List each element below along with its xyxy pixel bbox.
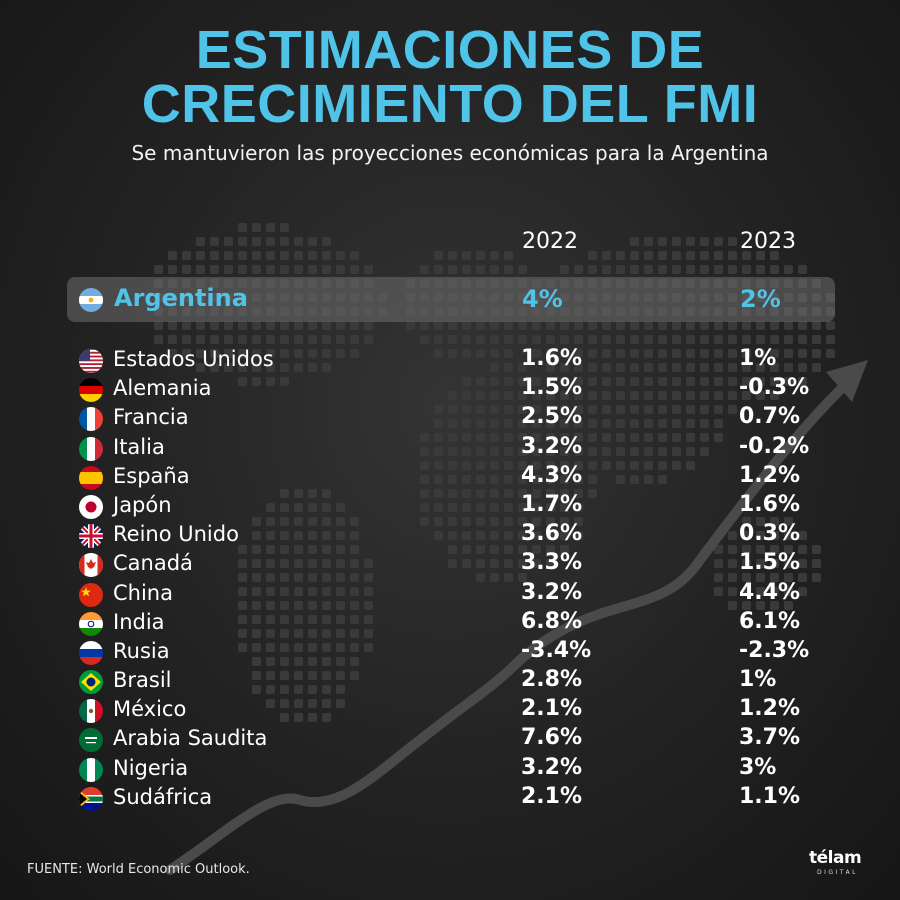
value-2022: 1.7% xyxy=(521,491,583,517)
column-header-2023: 2023 xyxy=(740,229,796,254)
country-name: Canadá xyxy=(113,551,193,576)
value-2023: 4.4% xyxy=(739,579,801,605)
table-row: Reino Unido 3.6% 0.3% xyxy=(0,520,900,549)
value-2022: 3.3% xyxy=(521,550,583,576)
table-row: Francia 2.5% 0.7% xyxy=(0,403,900,432)
table-row: Nigeria 3.2% 3% xyxy=(0,754,900,783)
country-name: México xyxy=(113,697,187,722)
value-2023: 1.1% xyxy=(739,783,801,809)
table-row: Arabia Saudita 7.6% 3.7% xyxy=(0,724,900,753)
table-row: México 2.1% 1.2% xyxy=(0,695,900,724)
value-2022: 3.2% xyxy=(521,754,583,780)
table-row: Japón 1.7% 1.6% xyxy=(0,491,900,520)
table-row: Alemania 1.5% -0.3% xyxy=(0,374,900,403)
value-2022: 4.3% xyxy=(521,462,583,488)
value-2022: 7.6% xyxy=(521,725,583,751)
country-name: Sudáfrica xyxy=(113,784,213,809)
saudi-arabia-flag-icon xyxy=(79,728,103,753)
argentina-label: Argentina xyxy=(114,284,248,312)
country-name: China xyxy=(113,580,173,605)
value-2022: 1.5% xyxy=(521,375,583,401)
country-name: España xyxy=(113,463,190,488)
table-row: Sudáfrica 2.1% 1.1% xyxy=(0,783,900,812)
value-2023: 1.2% xyxy=(739,696,801,722)
india-flag-icon xyxy=(79,611,103,636)
country-name: Francia xyxy=(113,405,189,430)
country-name: Japón xyxy=(113,492,172,517)
italy-flag-icon xyxy=(79,436,103,461)
argentina-flag-icon xyxy=(79,288,103,312)
value-2023: -0.2% xyxy=(739,433,810,459)
telam-logo-sub: DIGITAL xyxy=(817,869,858,876)
nigeria-flag-icon xyxy=(79,757,103,782)
value-2022: 2.8% xyxy=(521,667,583,693)
country-name: Arabia Saudita xyxy=(113,726,268,751)
france-flag-icon xyxy=(79,407,103,432)
value-2023: 1.2% xyxy=(739,462,801,488)
country-name: Rusia xyxy=(113,638,170,663)
value-2023: 3.7% xyxy=(739,725,801,751)
value-2022: -3.4% xyxy=(521,637,592,663)
value-2022: 3.6% xyxy=(521,521,583,547)
mexico-flag-icon xyxy=(79,699,103,724)
argentina-highlight-row xyxy=(67,277,835,322)
argentina-value-2022: 4% xyxy=(522,285,563,313)
usa-flag-icon xyxy=(79,349,103,373)
country-name: Brasil xyxy=(113,668,172,693)
value-2022: 3.2% xyxy=(521,579,583,605)
value-2022: 3.2% xyxy=(521,433,583,459)
table-row: Italia 3.2% -0.2% xyxy=(0,433,900,462)
country-name: India xyxy=(113,609,165,634)
source-note: FUENTE: World Economic Outlook. xyxy=(27,862,250,877)
south-africa-flag-icon xyxy=(79,786,103,811)
spain-flag-icon xyxy=(79,465,103,490)
table-row: Brasil 2.8% 1% xyxy=(0,666,900,695)
table-row: Rusia -3.4% -2.3% xyxy=(0,637,900,666)
value-2022: 6.8% xyxy=(521,608,583,634)
country-name: Italia xyxy=(113,434,165,459)
table-row: Estados Unidos 1.6% 1% xyxy=(0,345,900,374)
telam-logo: télam xyxy=(809,848,862,868)
value-2023: 1.6% xyxy=(739,491,801,517)
value-2023: 0.3% xyxy=(739,521,801,547)
value-2023: -0.3% xyxy=(739,375,810,401)
value-2023: 1% xyxy=(739,346,777,371)
country-name: Estados Unidos xyxy=(113,347,274,371)
china-flag-icon xyxy=(79,582,103,607)
value-2023: 1% xyxy=(739,667,777,693)
value-2023: 6.1% xyxy=(739,608,801,634)
uk-flag-icon xyxy=(79,524,103,549)
title-line-1: ESTIMACIONES DE xyxy=(195,20,705,80)
canada-flag-icon xyxy=(79,553,103,578)
table-row: Canadá 3.3% 1.5% xyxy=(0,549,900,578)
table-row: España 4.3% 1.2% xyxy=(0,462,900,491)
russia-flag-icon xyxy=(79,640,103,665)
country-table: Estados Unidos 1.6% 1% Alemania 1.5% -0.3% Fra… xyxy=(0,345,900,812)
value-2022: 2.5% xyxy=(521,404,583,430)
value-2023: 3% xyxy=(739,754,777,780)
title-line-2: CRECIMIENTO DEL FMI xyxy=(141,74,759,134)
value-2023: 1.5% xyxy=(739,550,801,576)
subtitle: Se mantuvieron las proyecciones económic… xyxy=(131,141,769,165)
brazil-flag-icon xyxy=(79,670,103,695)
value-2022: 1.6% xyxy=(521,346,583,371)
country-name: Alemania xyxy=(113,376,212,401)
country-name: Reino Unido xyxy=(113,522,239,547)
country-name: Nigeria xyxy=(113,755,189,780)
japan-flag-icon xyxy=(79,494,103,519)
table-row: China 3.2% 4.4% xyxy=(0,579,900,608)
argentina-value-2023: 2% xyxy=(740,285,781,313)
value-2023: -2.3% xyxy=(739,637,810,663)
germany-flag-icon xyxy=(79,378,103,403)
value-2023: 0.7% xyxy=(739,404,801,430)
column-header-2022: 2022 xyxy=(522,229,578,254)
table-row: India 6.8% 6.1% xyxy=(0,608,900,637)
value-2022: 2.1% xyxy=(521,783,583,809)
value-2022: 2.1% xyxy=(521,696,583,722)
